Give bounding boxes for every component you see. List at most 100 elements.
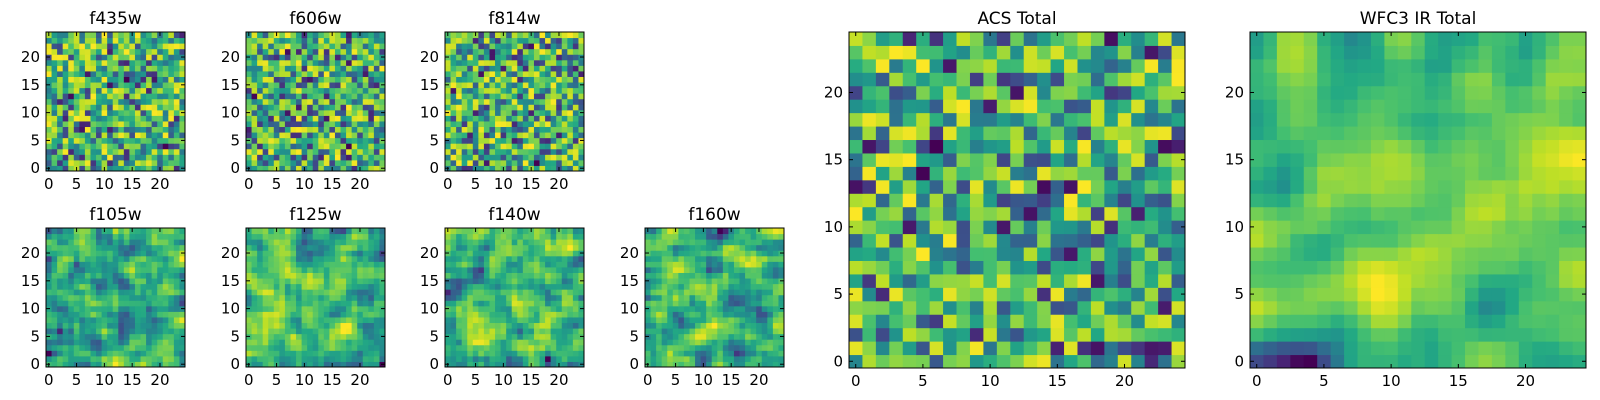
heatmap-cell [162,165,169,172]
heatmap-cell [717,328,724,335]
heatmap-cell [312,355,319,362]
heatmap-cell [51,43,58,50]
heatmap-cell [151,93,158,100]
heatmap-cell [483,154,490,161]
x-tick-label: 0 [44,371,54,389]
heatmap-cell [517,261,524,268]
heatmap-cell [173,255,180,262]
heatmap-cell [1117,179,1132,194]
heatmap-cell [346,344,353,351]
heatmap-cell [118,37,125,44]
heatmap-cell [706,328,713,335]
heatmap-cell [101,137,108,144]
heatmap-cell [456,250,463,257]
heatmap-cell [483,32,490,39]
heatmap-cell [246,70,253,77]
heatmap-cell [478,272,485,279]
heatmap-cell [273,98,280,105]
heatmap-cell [461,316,468,324]
heatmap-cell [650,316,657,324]
heatmap-cell [62,250,69,257]
heatmap-cell [118,54,125,61]
x-tick-label: 20 [549,175,568,193]
heatmap-cell [90,289,97,296]
heatmap-cell [511,70,518,77]
heatmap-cell [545,126,552,133]
heatmap-cell [1090,273,1105,288]
heatmap-cell [556,311,563,318]
heatmap-cell [351,126,358,133]
heatmap-cell [179,239,186,246]
heatmap-cell [916,327,931,342]
heatmap-cell [567,120,574,128]
heatmap-cell [62,87,69,94]
heatmap-cell [162,350,169,357]
heatmap-cell [461,143,468,150]
heatmap-cell [522,316,529,324]
heatmap-cell [1171,206,1186,221]
heatmap-cell [173,43,180,50]
heatmap-cell [118,333,125,340]
heatmap-cell [862,152,877,167]
heatmap-cell [572,294,579,301]
heatmap-cell [902,220,917,235]
heatmap-cell [445,104,452,111]
heatmap-cell [68,43,75,50]
x-tick-label: 5 [471,371,481,389]
heatmap-cell [650,289,657,296]
heatmap-cell [279,355,286,362]
heatmap-cell [996,179,1011,194]
heatmap-cell [312,250,319,257]
heatmap-cell [146,143,153,150]
heatmap-cell [483,37,490,44]
x-tick-label: 15 [522,371,541,389]
heatmap-cell [129,255,136,262]
heatmap-cell [268,32,275,39]
heatmap-cell [550,48,557,55]
heatmap-cell [511,261,518,268]
heatmap-cell [478,244,485,251]
heatmap-cell [123,120,130,128]
heatmap-cell [179,76,186,83]
heatmap-cell [168,233,175,240]
heatmap-cell [123,104,130,111]
heatmap-cell [578,272,585,279]
heatmap-cell [456,148,463,155]
heatmap-cell [472,137,479,144]
heatmap-cell [522,294,529,301]
heatmap-cell [157,289,164,296]
heatmap-cell [1104,314,1119,329]
heatmap-cell [157,65,164,72]
heatmap-cell [450,98,457,105]
heatmap-cell [57,154,64,161]
heatmap-cell [1131,179,1146,194]
heatmap-cell [1158,179,1173,194]
heatmap-cell [517,143,524,150]
heatmap-cell [522,115,529,122]
heatmap-cell [251,300,258,307]
heatmap-cell [73,233,80,240]
y-tick-label: 15 [420,272,439,290]
heatmap-cell [533,120,541,128]
heatmap-cell [550,266,557,273]
heatmap-cell [101,98,108,105]
heatmap-cell [279,278,286,285]
heatmap-cell [1131,327,1146,342]
heatmap-cell [578,76,585,83]
heatmap-cell [495,143,502,150]
heatmap-cell [323,104,330,111]
heatmap-cell [756,239,763,246]
heatmap-cell [157,300,164,307]
heatmap-cell [645,261,652,268]
heatmap-cell [179,93,186,100]
heatmap-cell [916,247,931,261]
heatmap-cell [1171,314,1186,329]
heatmap-cell [522,37,529,44]
heatmap-cell [722,316,729,324]
heatmap-cell [151,154,158,161]
heatmap-cell [1158,233,1173,248]
heatmap-cell [578,115,585,122]
heatmap-cell [262,104,269,111]
heatmap-cell [46,328,53,335]
heatmap-cell [956,287,971,302]
